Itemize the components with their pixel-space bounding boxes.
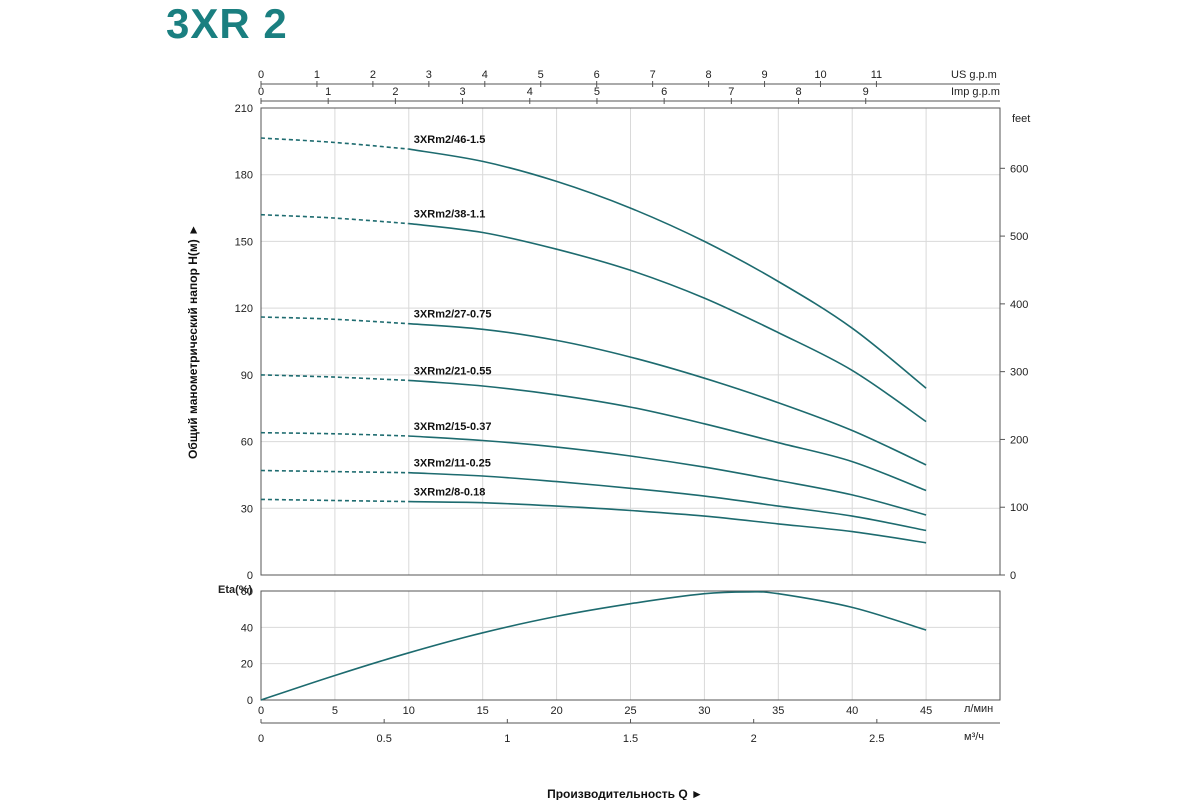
- head-curve: [408, 500, 927, 544]
- m3h-tick-label: 1: [504, 733, 510, 745]
- m3h-tick-label: 2: [751, 733, 757, 745]
- series-label: 3XRm2/15-0.37: [414, 421, 492, 433]
- feet-tick-label: 200: [1010, 434, 1028, 446]
- series-label: 3XRm2/38-1.1: [414, 209, 486, 221]
- head-curve: [408, 322, 927, 466]
- series-label: 3XRm2/11-0.25: [414, 458, 491, 470]
- top-axis-tick-label: 10: [814, 69, 826, 81]
- x-tick-label: 25: [624, 705, 636, 717]
- top-axis-tick-label: 5: [594, 86, 600, 98]
- x-tick-label: 0: [258, 705, 264, 717]
- eta-tick-label: 60: [241, 586, 253, 598]
- x-tick-label: 10: [403, 705, 415, 717]
- top-axis-unit-label: US g.p.m: [951, 69, 997, 81]
- y-tick-label: 30: [241, 503, 253, 515]
- top-axis-tick-label: 7: [650, 69, 656, 81]
- top-axis-tick-label: 1: [314, 69, 320, 81]
- head-curve-dashed: [260, 469, 409, 474]
- x-tick-label: 20: [550, 705, 562, 717]
- top-axis-tick-label: 6: [661, 86, 667, 98]
- y-tick-label: 0: [247, 570, 253, 582]
- feet-tick-label: 300: [1010, 367, 1028, 379]
- head-curve: [408, 379, 927, 492]
- top-axis-tick-label: 3: [460, 86, 466, 98]
- page-title: 3XR 2: [166, 0, 288, 47]
- top-axis-tick-label: 4: [527, 86, 533, 98]
- y-tick-label: 150: [235, 236, 253, 248]
- top-axis-tick-label: 9: [761, 69, 767, 81]
- top-axis-tick-label: 3: [426, 69, 432, 81]
- y-tick-label: 60: [241, 437, 253, 449]
- top-axis-tick-label: 0: [258, 86, 264, 98]
- m3h-unit-label: м³/ч: [964, 731, 984, 743]
- x-axis-label: Производительность Q ►: [547, 787, 703, 800]
- y-tick-label: 180: [235, 170, 253, 182]
- x-tick-label: 45: [920, 705, 932, 717]
- y-tick-label: 120: [235, 303, 253, 315]
- top-axis-tick-label: 4: [482, 69, 488, 81]
- eta-curve: [260, 591, 927, 701]
- y-tick-label: 210: [235, 103, 253, 115]
- head-curve-dashed: [260, 316, 409, 325]
- head-curve-dashed: [260, 498, 409, 503]
- head-curve-dashed: [260, 374, 409, 382]
- eta-axis-label: Eta(%): [218, 584, 253, 596]
- feet-tick-label: 600: [1010, 163, 1028, 175]
- x-tick-label: 35: [772, 705, 784, 717]
- top-axis-tick-label: 6: [594, 69, 600, 81]
- eta-plot-frame: [260, 590, 1001, 701]
- series-label: 3XRm2/8-0.18: [414, 487, 486, 499]
- top-axis-tick-label: 8: [795, 86, 801, 98]
- m3h-tick-label: 0.5: [377, 733, 392, 745]
- top-axis-tick-label: 1: [325, 86, 331, 98]
- top-axis-tick-label: 8: [706, 69, 712, 81]
- top-axis-unit-label: Imp g.p.m: [951, 86, 1000, 98]
- top-axis-tick-label: 0: [258, 69, 264, 81]
- top-axis-tick-label: 11: [871, 69, 882, 81]
- top-axis-tick-label: 2: [392, 86, 398, 98]
- top-axis-tick-label: 2: [370, 69, 376, 81]
- feet-tick-label: 400: [1010, 299, 1028, 311]
- eta-tick-label: 40: [241, 622, 253, 634]
- x-tick-label: 40: [846, 705, 858, 717]
- head-curve: [408, 222, 927, 423]
- y-axis-label: Общий манометрический напор H(м) ►: [186, 224, 200, 459]
- x-tick-label: 5: [332, 705, 338, 717]
- m3h-tick-label: 2.5: [869, 733, 884, 745]
- head-plot-frame: [260, 107, 1001, 576]
- x-tick-label: 15: [477, 705, 489, 717]
- top-axis-tick-label: 7: [728, 86, 734, 98]
- head-curve-dashed: [260, 137, 409, 150]
- m3h-tick-label: 1.5: [623, 733, 638, 745]
- feet-axis-label: feet: [1012, 113, 1030, 125]
- top-axis-tick-label: 9: [863, 86, 869, 98]
- eta-tick-label: 20: [241, 659, 253, 671]
- feet-tick-label: 100: [1010, 502, 1028, 514]
- series-label: 3XRm2/21-0.55: [414, 365, 492, 377]
- m3h-tick-label: 0: [258, 733, 264, 745]
- head-curve: [408, 471, 927, 532]
- head-curve-dashed: [260, 213, 409, 225]
- head-curve: [408, 148, 927, 389]
- series-label: 3XRm2/27-0.75: [414, 309, 492, 321]
- x-tick-label: 30: [698, 705, 710, 717]
- head-curve: [408, 435, 927, 516]
- top-axis-tick-label: 5: [538, 69, 544, 81]
- x-unit-label: л/мин: [964, 703, 993, 715]
- series-label: 3XRm2/46-1.5: [414, 134, 486, 146]
- feet-tick-label: 500: [1010, 231, 1028, 243]
- feet-tick-label: 0: [1010, 570, 1016, 582]
- eta-tick-label: 0: [247, 695, 253, 707]
- y-tick-label: 90: [241, 370, 253, 382]
- head-curve-dashed: [260, 431, 409, 437]
